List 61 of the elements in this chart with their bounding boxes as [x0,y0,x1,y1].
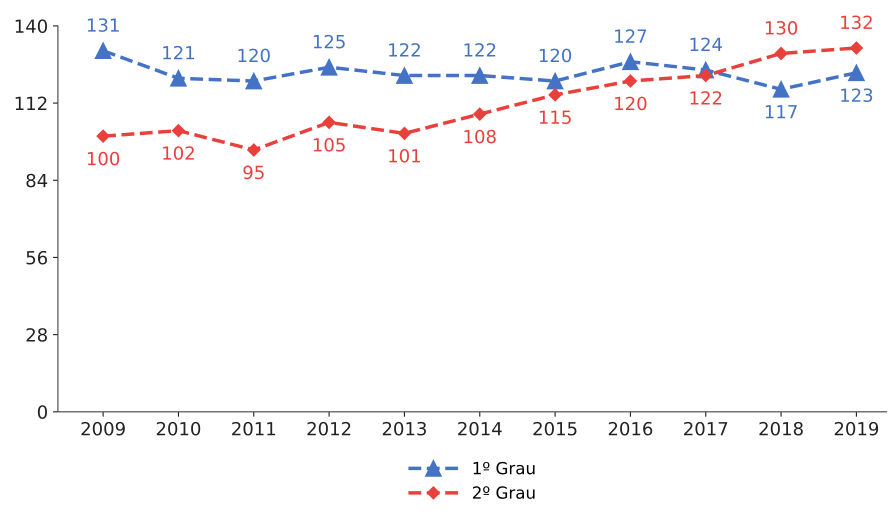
point [94,42,112,60]
point [772,80,790,98]
point [471,67,488,84]
point [473,108,486,121]
data-label: 120 [540,48,572,62]
point [172,124,186,138]
point [774,46,788,60]
x-tick-label: 2018 [759,422,803,436]
point [396,67,413,84]
data-label: 105 [314,138,345,152]
data-label: 100 [88,152,120,166]
point [170,70,187,87]
data-label: 125 [314,34,345,48]
x-tick-label: 2009 [81,422,125,436]
data-label: 127 [615,29,646,43]
point [398,126,412,140]
x-tick-label: 2019 [834,422,878,436]
data-label: 131 [88,18,119,32]
data-label: 120 [238,48,270,62]
point [848,64,865,82]
x-tick-label: 2015 [533,422,576,436]
legend-label: 2º Grau [472,486,535,499]
y-tick-label: 84 [26,174,48,188]
x-tick-label: 2017 [684,422,728,436]
y-tick-label: 0 [38,405,47,419]
x-tick-label: 2014 [458,422,502,436]
data-label: 101 [389,149,420,163]
y-tick-label: 140 [16,19,47,34]
point [622,53,639,70]
data-label: 117 [766,105,797,118]
data-label: 121 [163,46,194,60]
data-label: 120 [615,96,646,110]
point [322,116,336,129]
data-label: 122 [690,91,722,105]
point [546,72,564,90]
data-label: 124 [690,38,722,51]
data-label: 102 [163,146,194,160]
x-tick-label: 2016 [608,422,652,436]
data-label: 108 [464,130,496,144]
data-label: 132 [841,16,872,30]
data-label: 130 [766,21,798,35]
point [96,130,110,143]
data-label: 122 [464,43,496,56]
data-label: 123 [841,88,872,102]
point [850,41,863,55]
point [247,143,260,157]
y-tick-label: 112 [16,96,46,110]
y-tick-label: 56 [26,250,48,265]
data-label: 115 [540,110,571,124]
x-tick-label: 2012 [307,422,350,436]
data-label: 122 [389,43,420,56]
point [245,72,262,90]
x-tick-label: 2010 [156,422,200,436]
legend-label: 1º Grau [474,462,535,474]
point [548,88,562,102]
y-tick-label: 28 [26,328,47,342]
point [320,58,338,76]
x-tick-label: 2011 [232,422,276,436]
data-label: 95 [243,166,264,180]
point [624,74,638,88]
x-tick-label: 2013 [382,422,426,436]
